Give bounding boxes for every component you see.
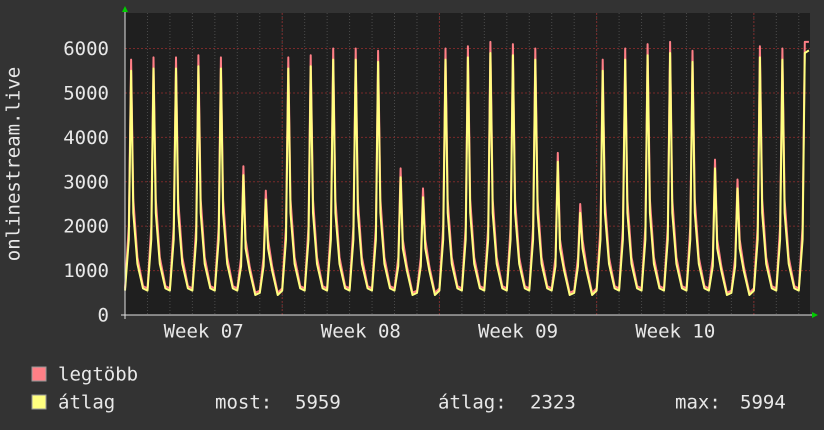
axis-arrow xyxy=(122,6,128,12)
y-tick-label: 6000 xyxy=(63,38,109,60)
legend-swatch xyxy=(31,366,47,382)
y-tick-label: 4000 xyxy=(63,127,109,149)
y-tick-label: 2000 xyxy=(63,216,109,238)
legend-label: legtöbb xyxy=(58,364,138,386)
x-tick-label: Week 09 xyxy=(478,321,558,343)
y-tick-label: 1000 xyxy=(63,260,109,282)
stat-label: átlag: xyxy=(438,392,507,414)
stat-label: most: xyxy=(215,392,272,414)
stat-value: 5994 xyxy=(740,392,786,414)
series-line xyxy=(124,49,810,296)
axis-arrow xyxy=(812,312,818,318)
stat-value: 5959 xyxy=(295,392,341,414)
legend-swatch xyxy=(31,394,47,410)
y-tick-label: 5000 xyxy=(63,82,109,104)
legend-label: átlag xyxy=(58,392,115,414)
y-axis-label: onlinestream.live xyxy=(3,67,25,261)
x-tick-label: Week 10 xyxy=(635,321,715,343)
x-tick-label: Week 08 xyxy=(321,321,401,343)
y-tick-label: 0 xyxy=(98,305,109,327)
stat-value: 2323 xyxy=(530,392,576,414)
x-tick-label: Week 07 xyxy=(164,321,244,343)
stat-label: max: xyxy=(675,392,721,414)
y-tick-label: 3000 xyxy=(63,171,109,193)
